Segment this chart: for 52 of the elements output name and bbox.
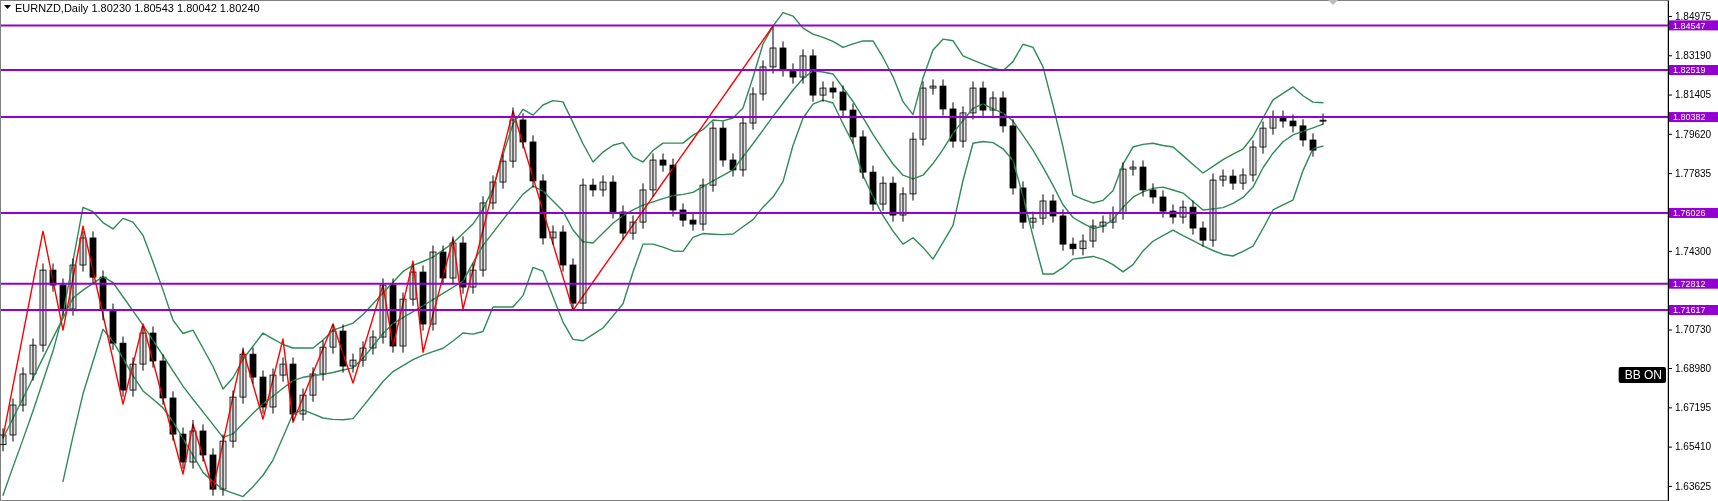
candlestick — [559, 224, 567, 273]
candlestick — [819, 80, 827, 103]
candlestick — [649, 152, 657, 198]
candlestick — [1129, 159, 1137, 177]
candlestick — [689, 213, 697, 232]
candlestick — [1239, 167, 1247, 191]
y-tick-label: 1.70730 — [1675, 324, 1712, 336]
ref-line-label: 1.80382 — [1673, 112, 1706, 123]
candlestick — [1229, 168, 1237, 191]
y-tick-label: 1.63625 — [1675, 480, 1712, 492]
candlestick — [1079, 233, 1087, 256]
y-tick-label: 1.79620 — [1675, 128, 1712, 140]
candlestick — [1289, 113, 1297, 134]
y-tick-label: 1.65410 — [1675, 441, 1712, 453]
line-series — [62, 99, 1324, 498]
candlestick — [659, 152, 667, 173]
candlestick — [1259, 121, 1267, 155]
ref-line-label: 1.84547 — [1673, 20, 1706, 31]
candlestick — [1149, 182, 1157, 205]
ref-line-label: 1.71617 — [1673, 305, 1706, 316]
y-tick-label: 1.77835 — [1675, 167, 1712, 179]
candlestick — [719, 121, 727, 168]
candlestick — [1159, 189, 1167, 219]
candlestick — [349, 353, 357, 374]
candlestick — [1199, 220, 1207, 248]
ref-line-label: 1.82519 — [1673, 65, 1706, 76]
candlestick — [1069, 237, 1077, 256]
candlestick — [839, 84, 847, 118]
chart-title: EURNZD,Daily 1.80230 1.80543 1.80042 1.80240 — [15, 1, 260, 14]
candlestick — [1029, 211, 1037, 230]
candlestick — [769, 25, 777, 75]
y-tick-label: 1.83190 — [1675, 49, 1712, 61]
candlestick — [829, 80, 837, 100]
candlestick — [1139, 159, 1147, 198]
candlestick — [589, 178, 597, 198]
ref-line-label: 1.72812 — [1673, 278, 1706, 289]
candlestick — [1249, 139, 1257, 183]
candlestick — [929, 78, 937, 96]
y-tick-label: 1.84975 — [1675, 10, 1712, 22]
candlestick — [1219, 168, 1227, 188]
candlestick — [599, 174, 607, 198]
candlestick — [1319, 113, 1327, 126]
text: BB ON — [1624, 368, 1662, 383]
y-tick-label: 1.68980 — [1675, 362, 1712, 374]
candlestick — [1059, 208, 1067, 252]
y-tick-label: 1.81405 — [1675, 89, 1712, 101]
candlestick — [939, 78, 947, 117]
candlestick — [879, 176, 887, 212]
y-tick-label: 1.74300 — [1675, 245, 1712, 257]
y-tick-label: 1.67195 — [1675, 402, 1712, 414]
ref-line-label: 1.76026 — [1673, 208, 1706, 219]
line-series — [2, 25, 774, 490]
